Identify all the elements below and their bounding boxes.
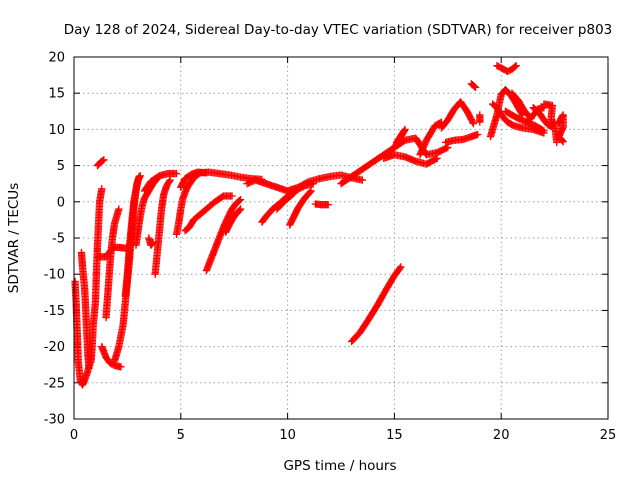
data-point — [513, 114, 521, 122]
y-tick-label: 0 — [57, 195, 65, 210]
data-point — [432, 155, 440, 163]
ticks-layer: -30 -25 -20 -15 -10 -5 0 5 10 15 20 0 5 10 15 20 25 — [44, 51, 617, 444]
data-point — [433, 154, 441, 163]
data-point — [149, 238, 157, 246]
y-tick-label: -5 — [52, 232, 65, 247]
series-arc-mid-1 — [140, 169, 181, 195]
data-point — [393, 137, 402, 145]
data-point — [236, 205, 245, 213]
x-tick-label: 15 — [386, 428, 403, 443]
series-arc-mid-12 — [286, 187, 315, 229]
data-point — [324, 201, 332, 209]
data-point — [444, 143, 452, 152]
data-point — [309, 180, 317, 188]
series-arc-late-3 — [380, 151, 441, 168]
series-arc-early-6 — [102, 205, 123, 322]
data-point — [474, 130, 482, 139]
series-arc-early-5 — [98, 342, 125, 371]
series-arc-early-3 — [93, 156, 108, 170]
data-point — [85, 364, 93, 372]
data-point — [307, 187, 315, 195]
x-tick-label: 20 — [493, 428, 510, 443]
y-tick-label: -15 — [44, 304, 65, 319]
x-tick-label: 25 — [600, 428, 617, 443]
series-arc-mid-6 — [181, 192, 236, 235]
data-point — [558, 137, 566, 145]
y-tick-label: 20 — [48, 51, 65, 66]
data-point — [135, 172, 143, 181]
data-point — [559, 138, 567, 146]
data-point — [172, 169, 181, 178]
chart-title: Day 128 of 2024, Sidereal Day-to-day VTE… — [64, 22, 613, 38]
y-tick-label: -30 — [44, 413, 65, 428]
y-tick-label: 10 — [48, 123, 65, 138]
series-arc-mid-8 — [222, 205, 245, 236]
data-point — [392, 138, 401, 147]
y-tick-label: -25 — [44, 376, 65, 391]
y-tick-label: 5 — [57, 159, 65, 174]
data-point — [396, 264, 404, 272]
series-arc-late-7 — [442, 130, 482, 147]
series-arc-late-5 — [416, 118, 446, 159]
series-arc-mid-2 — [145, 234, 157, 249]
data-point — [397, 263, 405, 271]
data-point — [99, 156, 107, 165]
marks-layer — [71, 62, 567, 389]
series-arc-mid-3 — [151, 176, 174, 278]
x-tick-label: 10 — [279, 428, 296, 443]
series-arc-late-11 — [493, 62, 520, 76]
series-arc-early-8 — [121, 172, 143, 300]
series-arc-mid-5 — [177, 168, 211, 191]
x-tick-label: 5 — [177, 428, 185, 443]
data-point — [358, 176, 367, 184]
data-point — [165, 177, 173, 185]
data-point — [166, 176, 174, 184]
data-point — [100, 156, 108, 164]
data-point — [476, 111, 484, 119]
x-axis-label: GPS time / hours — [283, 458, 396, 474]
data-point — [235, 196, 244, 205]
y-tick-label: -10 — [44, 268, 65, 283]
series-arc-early-1 — [71, 185, 106, 389]
data-point — [539, 126, 547, 134]
series-arc-late-4 — [390, 125, 409, 152]
data-point — [289, 190, 297, 198]
data-point — [236, 206, 244, 214]
series-arc-late-6 — [437, 98, 478, 132]
data-point — [306, 188, 314, 196]
grid-layer — [74, 57, 608, 419]
series-arc-mid-13 — [311, 200, 332, 209]
data-point — [511, 62, 519, 71]
data-point — [471, 83, 480, 92]
data-point — [236, 195, 245, 204]
data-point — [553, 138, 561, 147]
data-point — [509, 121, 517, 129]
data-point — [148, 239, 156, 247]
data-point — [470, 82, 479, 91]
series-arc-late-18 — [555, 111, 567, 146]
y-tick-label: 15 — [48, 87, 65, 102]
series-arc-late-17 — [540, 100, 561, 147]
series-arc-early-2 — [77, 248, 93, 372]
series-arc-late-2 — [348, 263, 405, 346]
data-point — [512, 62, 520, 70]
y-tick-label: -20 — [44, 340, 65, 355]
data-point — [202, 169, 211, 177]
series-arc-late-8 — [467, 80, 480, 92]
plot-frame — [73, 56, 609, 420]
data-point — [469, 119, 478, 128]
data-point — [540, 127, 548, 135]
y-axis-label: SDTVAR / TECUs — [6, 183, 22, 293]
series-arc-late-13 — [501, 107, 548, 135]
data-point — [117, 363, 125, 371]
series-arc-mid-11 — [273, 189, 298, 213]
data-point — [228, 192, 236, 200]
data-point — [115, 205, 123, 213]
x-tick-label: 0 — [70, 428, 78, 443]
data-point — [98, 185, 106, 193]
data-point — [290, 189, 298, 197]
series-arc-late-9 — [476, 111, 484, 126]
